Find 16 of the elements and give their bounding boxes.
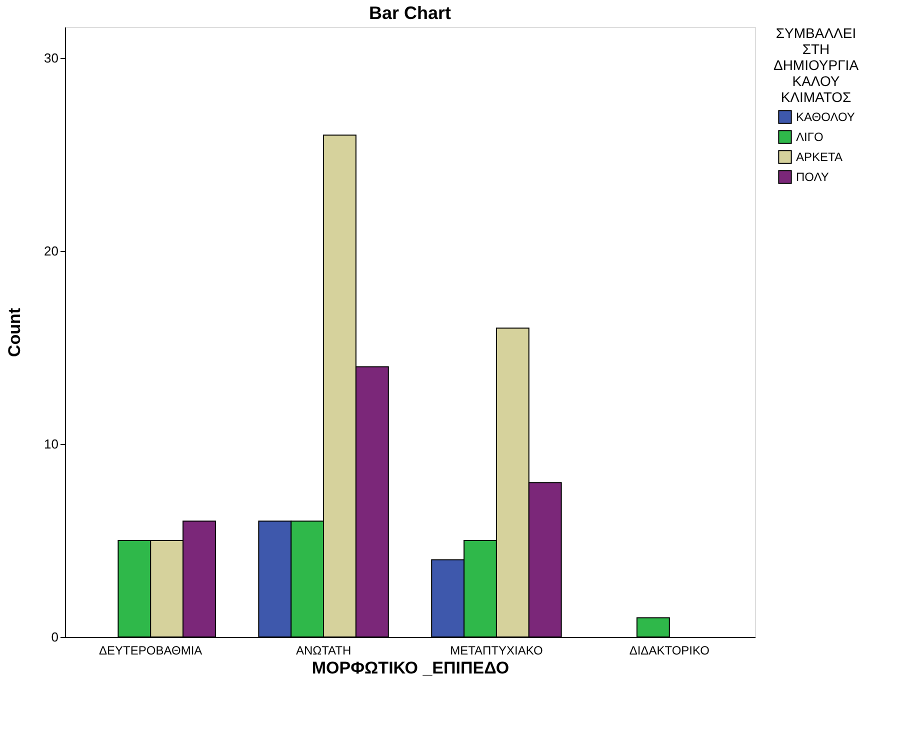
- x-tick-label: ΔΙΔΑΚΤΟΡΙΚΟ: [629, 644, 710, 658]
- legend-label: ΑΡΚΕΤΑ: [796, 150, 842, 164]
- legend-label: ΠΟΛΥ: [796, 170, 829, 184]
- y-axis-title: Count: [5, 308, 24, 358]
- y-tick-label: 20: [44, 243, 58, 258]
- legend-label: ΛΙΓΟ: [796, 130, 824, 144]
- chart-title: Bar Chart: [368, 3, 452, 23]
- y-tick-label: 10: [44, 436, 58, 452]
- y-tick-label: 30: [44, 50, 58, 66]
- legend-title: ΣΥΜΒΑΛΛΕΙ ΣΤΗ ΔΗΜΙΟΥΡΓΙΑ ΚΑΛΟΥ ΚΛΙΜΑΤΟΣ: [773, 25, 860, 105]
- x-tick-label: ΜΕΤΑΠΤΥΧΙΑΚΟ: [450, 644, 543, 658]
- x-tick-label: ΔΕΥΤΕΡΟΒΑΘΜΙΑ: [99, 644, 202, 658]
- y-tick-label: 0: [51, 630, 58, 644]
- x-axis-title: ΜΟΡΦΩΤΙΚΟ _ΕΠΙΠΕΔΟ: [312, 658, 510, 678]
- x-tick-label: ΑΝΩΤΑΤΗ: [296, 644, 352, 658]
- legend-label: ΚΑΘΟΛΟΥ: [796, 110, 855, 124]
